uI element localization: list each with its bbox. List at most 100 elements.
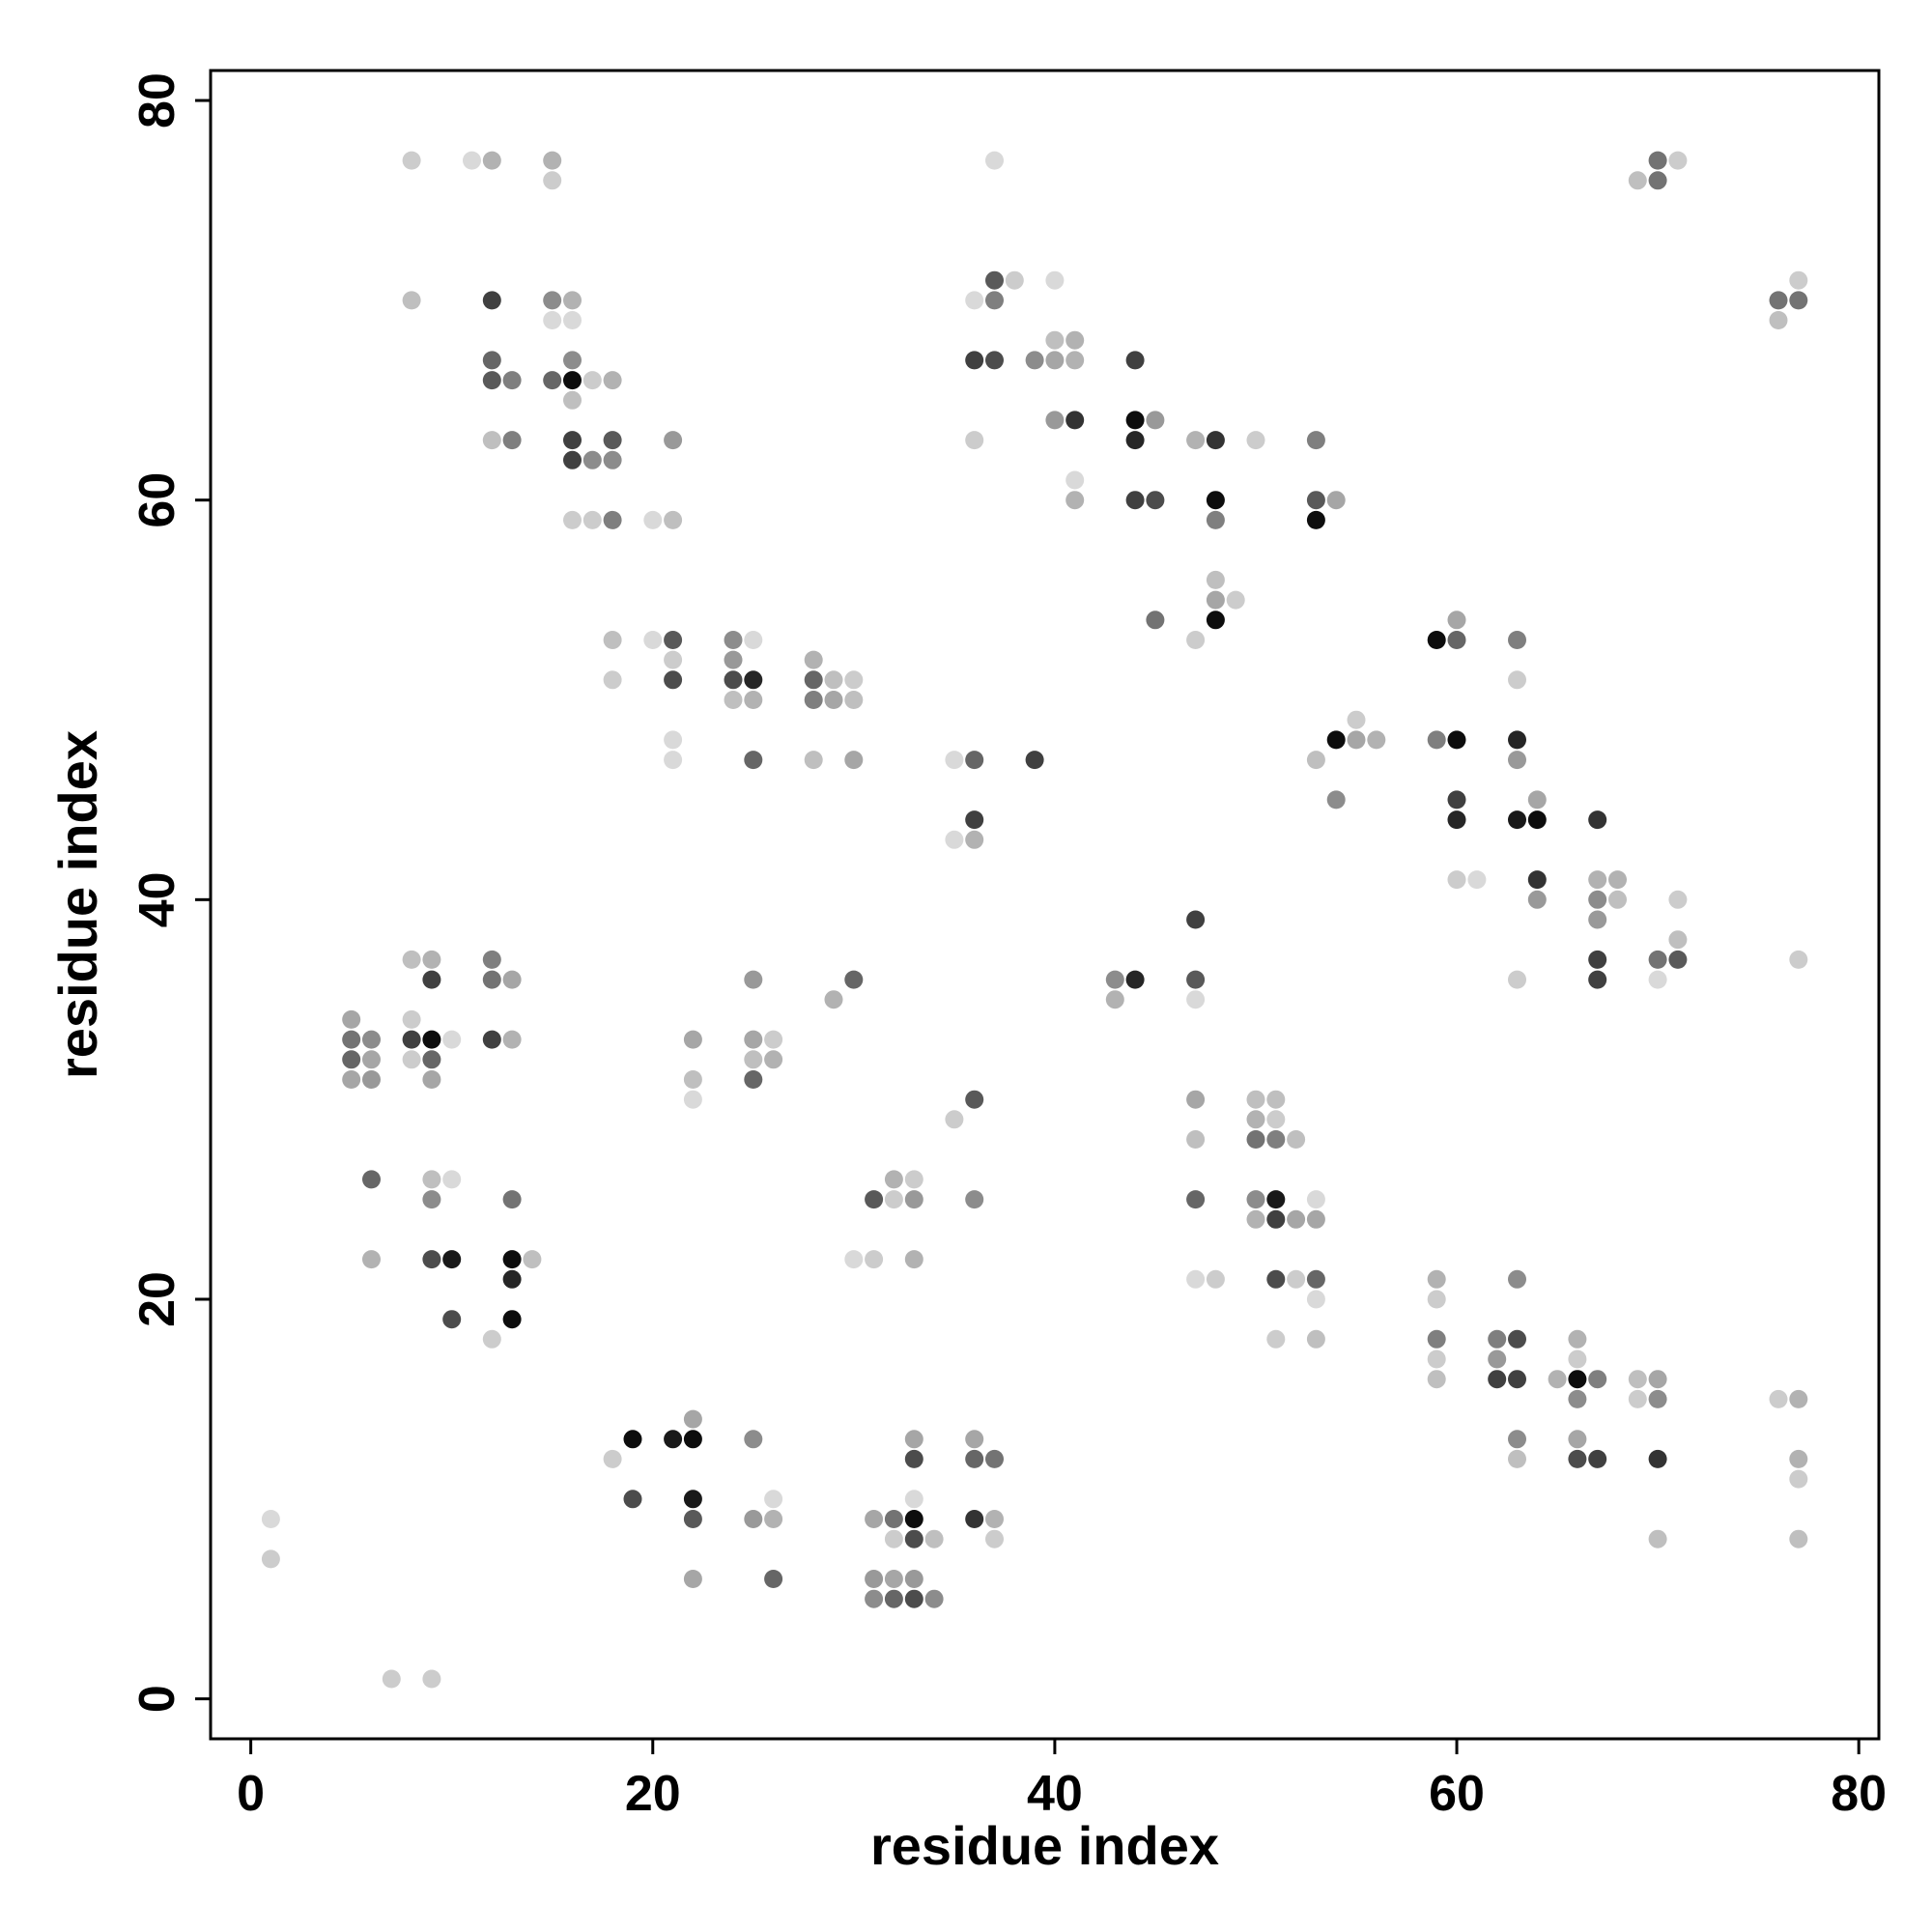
data-point: [1246, 1130, 1265, 1149]
data-point: [1266, 1110, 1286, 1129]
data-point: [965, 351, 984, 370]
data-point: [1125, 411, 1145, 430]
data-point: [1628, 1389, 1647, 1408]
data-point: [1266, 1090, 1286, 1109]
data-point: [1769, 291, 1788, 310]
y-tick-label: 20: [129, 1271, 185, 1327]
data-point: [603, 431, 622, 450]
data-point: [582, 510, 602, 529]
data-point: [1306, 1209, 1325, 1229]
data-point: [1588, 950, 1607, 969]
data-point: [884, 1510, 903, 1528]
data-point: [1769, 311, 1788, 329]
data-point: [1648, 970, 1667, 989]
data-point: [482, 1030, 501, 1049]
data-point: [1648, 950, 1667, 969]
data-point: [683, 1409, 702, 1429]
data-point: [1789, 291, 1808, 310]
data-point: [744, 1510, 763, 1528]
data-point: [543, 151, 562, 170]
data-point: [1427, 1350, 1446, 1369]
data-point: [1508, 751, 1526, 770]
data-point: [362, 1030, 381, 1049]
data-point: [985, 1510, 1004, 1528]
data-point: [1508, 1329, 1526, 1349]
data-point: [1186, 1130, 1206, 1149]
data-point: [1427, 730, 1446, 750]
data-point: [683, 1030, 702, 1049]
data-point: [402, 1009, 421, 1029]
data-point: [482, 950, 501, 969]
axis-layer: 0 20 40 60 80 0 20 40 60 80: [129, 72, 1887, 1822]
data-point: [985, 351, 1004, 370]
data-point: [1206, 431, 1225, 450]
data-point: [904, 1510, 923, 1528]
data-point: [1146, 411, 1165, 430]
data-point: [543, 371, 562, 390]
data-point: [402, 950, 421, 969]
data-point: [1789, 270, 1808, 290]
data-point: [965, 1090, 984, 1109]
data-point: [764, 1050, 783, 1069]
data-point: [422, 1190, 441, 1209]
data-point: [1527, 810, 1547, 830]
data-point: [1306, 431, 1325, 450]
data-point: [764, 1030, 783, 1049]
data-point: [1105, 990, 1124, 1009]
data-point: [1246, 1090, 1265, 1109]
data-point: [904, 1430, 923, 1449]
data-point: [563, 431, 582, 450]
data-point: [683, 1510, 702, 1528]
data-point: [543, 171, 562, 190]
data-point: [463, 151, 481, 170]
data-point: [362, 1050, 381, 1069]
data-point: [744, 1430, 763, 1449]
data-point: [1186, 1190, 1206, 1209]
data-point: [1588, 910, 1607, 929]
data-point: [1326, 790, 1346, 810]
data-point: [965, 291, 984, 310]
data-point: [362, 1170, 381, 1189]
y-tick-label: 40: [129, 871, 185, 927]
data-point: [744, 1050, 763, 1069]
data-point: [1065, 411, 1085, 430]
data-point: [1668, 151, 1688, 170]
y-tick-label: 0: [129, 1685, 185, 1713]
data-point: [724, 631, 743, 649]
data-point: [884, 1589, 903, 1608]
data-point: [804, 650, 823, 669]
data-point: [1488, 1370, 1507, 1389]
data-point: [342, 1070, 361, 1089]
data-point: [482, 371, 501, 390]
x-tick-label: 0: [237, 1766, 265, 1822]
data-point: [543, 291, 562, 310]
data-point: [1266, 1209, 1286, 1229]
data-point: [1226, 590, 1245, 610]
data-point: [1588, 1370, 1607, 1389]
data-point: [865, 1190, 884, 1209]
data-point: [945, 1110, 964, 1129]
data-point: [1789, 1469, 1808, 1489]
data-point: [603, 450, 622, 469]
data-point: [422, 1170, 441, 1189]
data-point: [1648, 1389, 1667, 1408]
data-point: [1427, 1370, 1446, 1389]
data-point: [603, 631, 622, 649]
data-point: [422, 950, 441, 969]
data-point: [1508, 730, 1526, 750]
data-point: [1306, 751, 1325, 770]
data-point: [683, 1090, 702, 1109]
data-point: [482, 151, 501, 170]
data-point: [664, 510, 683, 529]
data-point: [422, 1070, 441, 1089]
data-point: [664, 650, 683, 669]
data-point: [1266, 1190, 1286, 1209]
data-point: [1488, 1350, 1507, 1369]
data-point: [1527, 790, 1547, 810]
x-tick-label: 60: [1429, 1766, 1485, 1822]
data-point: [965, 830, 984, 849]
data-point: [724, 691, 743, 709]
data-point: [844, 670, 864, 690]
data-point: [945, 830, 964, 849]
data-point: [563, 311, 582, 329]
